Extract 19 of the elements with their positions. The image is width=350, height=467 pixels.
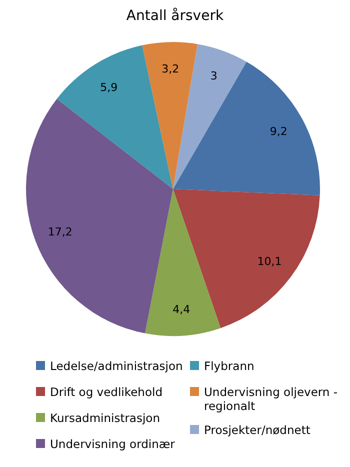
legend-label: Prosjekter/nødnett xyxy=(204,423,311,438)
legend-label: Undervisning ordinær xyxy=(50,437,176,452)
pie-slice xyxy=(173,189,320,328)
pie-slice xyxy=(142,42,198,189)
data-label: 17,2 xyxy=(48,225,72,238)
legend-label: Drift og vedlikehold xyxy=(50,385,162,400)
pie-slice xyxy=(26,98,173,334)
data-label: 9,2 xyxy=(270,124,288,138)
data-label: 5,9 xyxy=(100,80,118,94)
data-label: 4,4 xyxy=(172,303,190,316)
legend-label: Undervisning oljevern - regionalt xyxy=(204,385,338,413)
chart-title: Antall årsverk xyxy=(126,7,224,24)
data-label: 10,1 xyxy=(257,255,282,268)
data-label: 3 xyxy=(210,69,218,82)
legend-label: Ledelse/administrasjon xyxy=(50,359,183,374)
legend-label: Kursadministrasjon xyxy=(50,411,160,426)
data-label: 3,2 xyxy=(162,62,180,76)
legend-label: Flybrann xyxy=(204,359,254,374)
pie-slice xyxy=(145,189,221,336)
